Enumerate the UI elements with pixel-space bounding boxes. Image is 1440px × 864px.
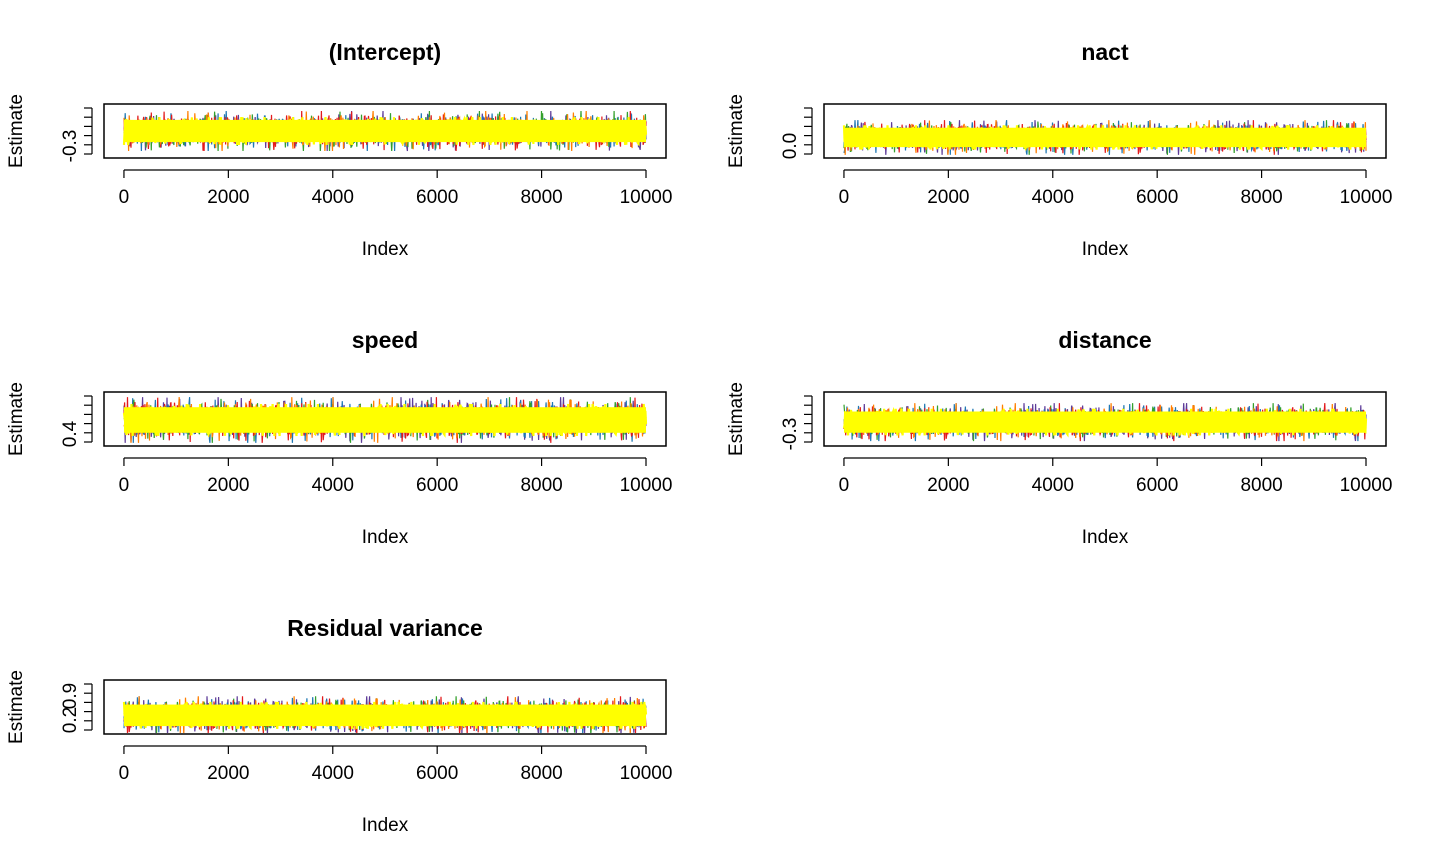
x-tick-label: 10000 — [620, 763, 673, 784]
y-tick-label: 0.0 — [780, 133, 801, 159]
x-tick-label: 0 — [119, 475, 130, 496]
x-tick-label: 0 — [119, 763, 130, 784]
chain-traces — [842, 403, 1368, 442]
panel-title: Residual variance — [287, 615, 483, 641]
trace-panel-4: distance 0 2000 4000 6000 8000 10000 Index -0.3 E… — [726, 327, 1392, 548]
x-axis: 0 2000 4000 6000 8000 10000 — [839, 169, 1393, 208]
x-tick-label: 2000 — [207, 187, 249, 208]
y-axis-label: Estimate — [726, 382, 747, 456]
x-tick-label: 4000 — [312, 763, 354, 784]
plot-box — [823, 103, 1387, 159]
chain-traces — [122, 110, 648, 152]
x-axis-label: Index — [362, 815, 409, 836]
y-tick-label: 0.4 — [60, 420, 81, 447]
x-tick-label: 10000 — [1340, 475, 1393, 496]
x-tick-label: 10000 — [1340, 187, 1393, 208]
chain-6-density-core — [124, 407, 646, 433]
chain-6-density-core — [124, 704, 646, 727]
trace-panel-2: nact 0 2000 4000 6000 8000 10000 Index 0.0 Estima… — [726, 39, 1392, 260]
y-axis: 0.4 — [60, 395, 93, 447]
x-tick-label: 8000 — [520, 475, 562, 496]
y-axis: -0.3 — [780, 395, 813, 451]
x-tick-label: 8000 — [520, 187, 562, 208]
plot-box — [823, 391, 1387, 447]
x-axis-label: Index — [1082, 527, 1129, 548]
x-tick-label: 4000 — [312, 475, 354, 496]
x-tick-label: 10000 — [620, 187, 673, 208]
y-tick-label: -0.3 — [60, 130, 81, 163]
x-tick-label: 2000 — [207, 475, 249, 496]
plot-box — [103, 103, 667, 159]
x-tick-label: 6000 — [1136, 475, 1178, 496]
x-tick-label: 2000 — [927, 475, 969, 496]
x-tick-label: 10000 — [620, 475, 673, 496]
x-axis: 0 2000 4000 6000 8000 10000 — [119, 745, 673, 784]
y-tick-label: 0.9 — [60, 683, 81, 709]
x-axis: 0 2000 4000 6000 8000 10000 — [839, 457, 1393, 496]
x-tick-label: 4000 — [1032, 475, 1074, 496]
chain-6-density-core — [844, 411, 1366, 433]
x-axis: 0 2000 4000 6000 8000 10000 — [119, 457, 673, 496]
chain-traces — [842, 120, 1368, 155]
x-tick-label: 8000 — [1240, 475, 1282, 496]
x-tick-label: 2000 — [927, 187, 969, 208]
y-axis: 0.20.9 — [60, 683, 93, 733]
chain-traces — [122, 397, 648, 443]
chain-traces — [122, 696, 648, 733]
x-tick-label: 6000 — [416, 475, 458, 496]
y-tick-label: 0.2 — [60, 707, 81, 733]
x-tick-label: 6000 — [416, 763, 458, 784]
x-tick-label: 2000 — [207, 763, 249, 784]
y-axis-label: Estimate — [6, 382, 27, 456]
y-axis: -0.3 — [60, 107, 93, 163]
x-axis-label: Index — [1082, 239, 1129, 260]
panel-title: nact — [1081, 39, 1129, 65]
x-tick-label: 0 — [839, 187, 850, 208]
y-axis-label: Estimate — [6, 94, 27, 168]
y-axis-label: Estimate — [6, 670, 27, 744]
x-axis-label: Index — [362, 527, 409, 548]
trace-panel-3: speed 0 2000 4000 6000 8000 10000 Index 0.4 Estim… — [6, 327, 672, 548]
plot-box — [103, 679, 667, 735]
plot-box — [103, 391, 667, 447]
panel-title: (Intercept) — [329, 39, 441, 65]
panel-title: speed — [352, 327, 418, 353]
chain-6-density-core — [124, 119, 646, 143]
x-axis: 0 2000 4000 6000 8000 10000 — [119, 169, 673, 208]
x-axis-label: Index — [362, 239, 409, 260]
x-tick-label: 8000 — [1240, 187, 1282, 208]
x-tick-label: 8000 — [520, 763, 562, 784]
panel-title: distance — [1058, 327, 1151, 353]
x-tick-label: 4000 — [1032, 187, 1074, 208]
y-axis-label: Estimate — [726, 94, 747, 168]
chain-6-density-core — [844, 127, 1366, 148]
x-tick-label: 6000 — [416, 187, 458, 208]
trace-panel-1: (Intercept) 0 2000 4000 6000 8000 10000 Index -0… — [6, 39, 672, 260]
y-axis: 0.0 — [780, 107, 813, 159]
y-tick-label: -0.3 — [780, 418, 801, 451]
x-tick-label: 6000 — [1136, 187, 1178, 208]
x-tick-label: 0 — [119, 187, 130, 208]
x-tick-label: 0 — [839, 475, 850, 496]
x-tick-label: 4000 — [312, 187, 354, 208]
trace-panel-5: Residual variance 0 2000 4000 6000 8000 10000 I… — [6, 615, 672, 836]
